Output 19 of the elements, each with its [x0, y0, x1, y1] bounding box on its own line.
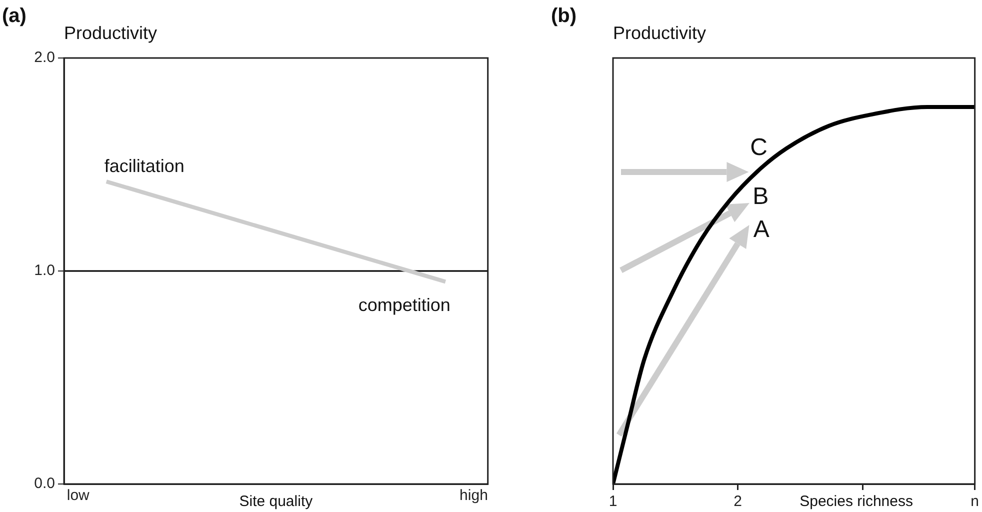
x-axis-title: Species richness [800, 493, 913, 510]
annotation: B [752, 182, 769, 210]
x-axis-title: Site quality [239, 493, 313, 510]
chart-title: (b) [551, 5, 577, 27]
annotation: facilitation [104, 156, 184, 176]
y-tick-label: 0.0 [34, 475, 55, 492]
annotation: C [750, 134, 768, 162]
y-tick-label: 2.0 [34, 49, 55, 66]
annotation: A [753, 216, 770, 244]
chart-title: (a) [2, 5, 26, 27]
x-tick-label: n [970, 493, 979, 510]
annotation: competition [358, 294, 450, 315]
y-axis-title: Productivity [64, 23, 158, 43]
x-tick-label: 1 [608, 493, 618, 510]
x-tick-label: 2 [734, 493, 742, 510]
x-tick-label: low [66, 487, 90, 504]
x-tick-label: high [460, 487, 488, 504]
y-axis-title: Productivity [613, 23, 706, 43]
y-tick-label: 1.0 [34, 262, 55, 280]
